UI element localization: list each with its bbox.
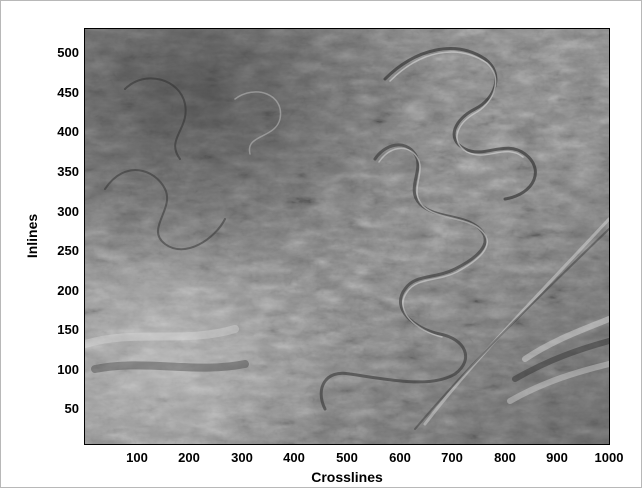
x-axis-label: Crosslines	[311, 469, 383, 485]
y-axis-label: Inlines	[24, 213, 40, 259]
x-tick-label: 300	[231, 450, 253, 465]
x-tick-label: 800	[494, 450, 516, 465]
x-tick-label: 900	[546, 450, 568, 465]
x-tick-label: 400	[283, 450, 305, 465]
x-tick-label: 100	[126, 450, 148, 465]
y-tick-label: 200	[57, 283, 79, 298]
y-tick-label: 400	[57, 124, 79, 139]
y-tick-label: 100	[57, 362, 79, 377]
y-tick-label: 50	[64, 401, 79, 416]
y-tick-label: 150	[57, 322, 79, 337]
y-tick-label: 250	[57, 243, 79, 258]
y-tick-label: 500	[57, 45, 79, 60]
y-tick-label: 300	[57, 204, 79, 219]
y-tick-label: 350	[57, 164, 79, 179]
y-tick-label: 450	[57, 85, 79, 100]
x-tick-label: 500	[336, 450, 358, 465]
x-tick-label: 600	[389, 450, 411, 465]
x-tick-label: 700	[441, 450, 463, 465]
x-tick-label: 1000	[594, 450, 624, 465]
x-tick-label: 200	[178, 450, 200, 465]
seismic-texture	[85, 29, 609, 444]
seismic-amplitude-image	[84, 28, 610, 445]
